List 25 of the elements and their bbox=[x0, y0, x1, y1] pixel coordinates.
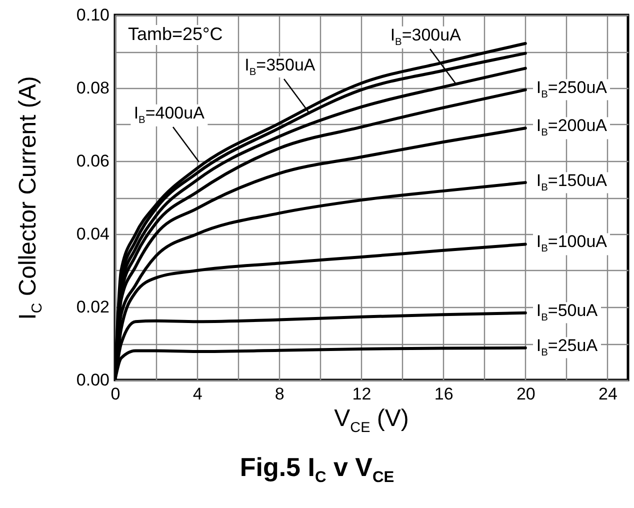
annotation: I$_{B}$=25uA bbox=[533, 336, 601, 359]
annotation: I$_{B}$=100uA bbox=[533, 232, 610, 256]
annotation: I$_{B}$=150uA bbox=[533, 170, 610, 194]
x-tick-label: 8 bbox=[274, 384, 284, 404]
y-tick-label: 0.02 bbox=[76, 298, 110, 316]
x-tick-label: 24 bbox=[598, 384, 618, 404]
y-tick-label: 0.06 bbox=[76, 152, 110, 170]
annotation: I$_{B}$=400uA bbox=[130, 103, 208, 126]
annotation: I$_{B}$=250uA bbox=[533, 78, 610, 101]
y-tick-label: 0.00 bbox=[76, 370, 110, 390]
annotation: I$_{B}$=350uA bbox=[242, 54, 318, 78]
y-tick-label: 0.10 bbox=[76, 6, 110, 24]
x-tick-label: 16 bbox=[434, 384, 454, 404]
annotation: I$_{B}$=50uA bbox=[533, 301, 601, 324]
x-tick-label: 4 bbox=[192, 384, 202, 404]
y-tick-label: 0.08 bbox=[76, 78, 110, 98]
x-axis-title: V$_{CE}$ (V) bbox=[334, 405, 409, 436]
x-tick-label: 0 bbox=[110, 384, 120, 404]
y-tick-label: 0.04 bbox=[76, 224, 110, 244]
annotation: I$_{B}$=200uA bbox=[533, 116, 610, 139]
x-tick-label: 12 bbox=[352, 384, 372, 404]
annotation: Tamb=25°C bbox=[125, 24, 226, 45]
annotation: I$_{B}$=300uA bbox=[387, 26, 464, 48]
text: Fig.5 I$_{C}$ v V$_{CE}$ bbox=[238, 452, 396, 488]
x-tick-label: 20 bbox=[516, 384, 536, 404]
